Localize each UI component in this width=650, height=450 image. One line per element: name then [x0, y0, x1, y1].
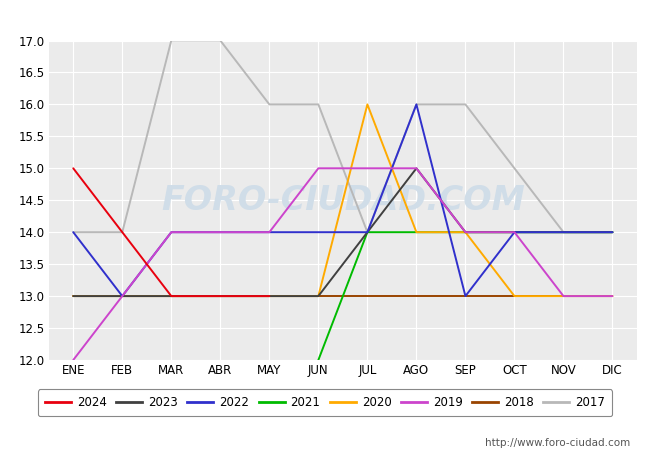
Text: http://www.foro-ciudad.com: http://www.foro-ciudad.com [486, 438, 630, 448]
Text: FORO-CIUDAD.COM: FORO-CIUDAD.COM [161, 184, 525, 217]
Legend: 2024, 2023, 2022, 2021, 2020, 2019, 2018, 2017: 2024, 2023, 2022, 2021, 2020, 2019, 2018… [38, 389, 612, 416]
Text: Afiliados en Lagata a 31/5/2024: Afiliados en Lagata a 31/5/2024 [176, 9, 474, 27]
